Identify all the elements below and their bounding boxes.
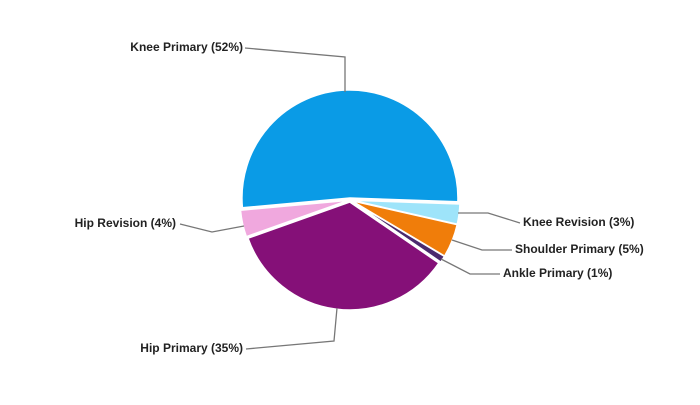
slice-label: Hip Primary (35%) — [140, 341, 243, 355]
leader-line — [179, 223, 245, 233]
slice-label: Ankle Primary (1%) — [503, 266, 612, 280]
leader-line — [458, 212, 521, 224]
leader-line — [244, 47, 346, 92]
pie-slice — [247, 201, 440, 311]
pie-slice — [239, 199, 349, 238]
pie-slice — [241, 89, 459, 209]
slice-label: Hip Revision (4%) — [75, 216, 176, 230]
slice-label: Knee Revision (3%) — [523, 215, 634, 229]
leader-line — [440, 258, 500, 275]
leader-line — [451, 239, 512, 251]
slice-label: Knee Primary (52%) — [130, 40, 243, 54]
pie-slice — [351, 199, 461, 226]
slice-label: Shoulder Primary (5%) — [515, 242, 644, 256]
leader-line — [245, 307, 338, 350]
